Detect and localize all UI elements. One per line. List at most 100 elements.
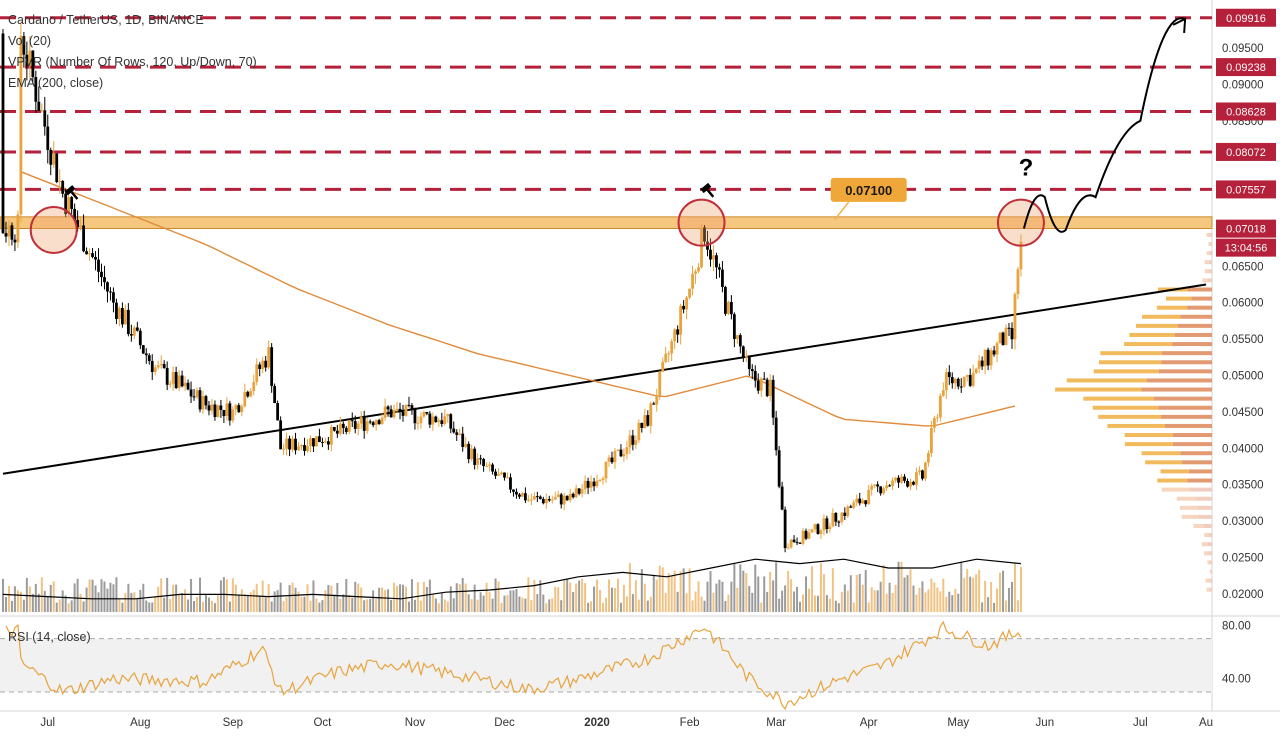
volume-bar <box>225 579 228 612</box>
vpvr-bar-down <box>1191 296 1212 301</box>
vpvr-bar-up <box>1141 451 1181 456</box>
candle-body <box>721 269 724 287</box>
volume-bar <box>413 599 416 612</box>
chart-legend: Cardano / TetherUS, 1D, BINANCE Vol (20)… <box>8 10 257 94</box>
volume-bar <box>503 595 506 612</box>
candle-body <box>634 440 638 445</box>
candle-body <box>580 489 584 494</box>
volume-bar <box>628 563 631 612</box>
candle-body <box>810 529 814 533</box>
vpvr-bar-up <box>1135 323 1178 328</box>
candle-body <box>210 404 214 411</box>
volume-bar <box>906 575 909 612</box>
candle-body <box>697 267 700 272</box>
volume-bar <box>109 582 112 612</box>
volume-bar <box>981 602 984 612</box>
volume-bar <box>518 596 521 612</box>
candle-body <box>449 414 453 429</box>
volume-bar <box>867 602 870 612</box>
candle-body <box>180 375 184 387</box>
volume-bar <box>422 581 425 612</box>
vpvr-bar-down <box>1208 269 1212 274</box>
candle-body <box>604 461 608 479</box>
vpvr-bar-down <box>1188 469 1212 474</box>
candle-body <box>329 427 333 445</box>
vpvr-bar-down <box>1209 587 1212 592</box>
candle-body <box>947 372 951 378</box>
candle-body <box>777 450 781 487</box>
indicator-vpvr[interactable]: VPVR (Number Of Rows, 120, Up/Down, 70) <box>8 55 257 69</box>
candle-body <box>783 509 787 548</box>
volume-bar <box>378 587 381 612</box>
time-axis-label: Au <box>1199 717 1213 729</box>
volume-bar <box>333 594 336 612</box>
candle-body <box>732 314 736 340</box>
price-callout <box>830 177 907 202</box>
volume-bar <box>837 603 840 612</box>
time-axis-label: Jul <box>1133 717 1148 729</box>
candle-body <box>428 413 432 425</box>
volume-bar <box>121 602 124 612</box>
volume-bar <box>476 599 479 612</box>
candle-body <box>135 327 139 331</box>
vpvr-bar-up <box>1124 433 1173 438</box>
volume-bar <box>91 579 94 612</box>
volume-bar <box>512 590 515 612</box>
candle-body <box>559 494 563 505</box>
volume-bar <box>613 587 616 612</box>
indicator-ema[interactable]: EMA (200, close) <box>8 76 104 90</box>
vpvr-bar-up <box>1107 423 1165 428</box>
rsi-indicator-label[interactable]: RSI (14, close) <box>8 630 91 644</box>
volume-bar <box>855 574 858 612</box>
candle-body <box>115 302 118 320</box>
time-axis-label: Nov <box>405 717 426 729</box>
candle-body <box>112 292 115 303</box>
volume-bar <box>46 596 49 612</box>
candle-body <box>55 153 59 182</box>
candle-body <box>67 197 71 215</box>
indicator-volume[interactable]: Vol (20) <box>8 34 52 48</box>
candle-body <box>186 382 190 390</box>
volume-bar <box>497 581 500 612</box>
candle-body <box>25 54 29 66</box>
candle-body <box>315 436 318 447</box>
volume-bar <box>467 594 470 612</box>
volume-bar <box>891 593 894 612</box>
candle-body <box>906 480 909 487</box>
candle-body <box>529 499 533 501</box>
candle-body <box>959 386 963 388</box>
volume-bar <box>599 589 602 612</box>
candle-body <box>667 353 671 355</box>
candle-body <box>679 305 683 335</box>
candle-body <box>323 441 327 443</box>
volume-bar <box>688 568 691 612</box>
candle-body <box>183 382 187 387</box>
candle-body <box>174 372 178 388</box>
volume-bar <box>649 596 652 612</box>
vpvr-bar-down <box>1208 260 1212 265</box>
candle-body <box>852 502 856 508</box>
volume-bar <box>37 593 40 612</box>
candle-body <box>297 446 300 451</box>
volume-bar <box>106 588 109 612</box>
volume-bar <box>64 595 67 612</box>
vpvr-bar-up <box>1129 332 1175 337</box>
volume-bar <box>563 580 566 612</box>
vpvr-bar-up <box>1204 260 1209 265</box>
price-axis-label: 0.04000 <box>1222 443 1264 455</box>
candle-body <box>416 423 420 425</box>
candle-body <box>795 541 799 543</box>
candle-body <box>162 363 166 369</box>
ema-200-line <box>20 171 1016 427</box>
time-axis-label: May <box>947 717 969 729</box>
hammer-icon <box>64 185 79 200</box>
volume-bar <box>193 600 196 612</box>
hammer-icon <box>700 182 715 198</box>
candle-body <box>267 347 271 368</box>
volume-bar <box>673 570 676 612</box>
volume-bar <box>187 599 190 612</box>
volume-bar <box>742 570 745 612</box>
candle-body <box>861 500 865 504</box>
